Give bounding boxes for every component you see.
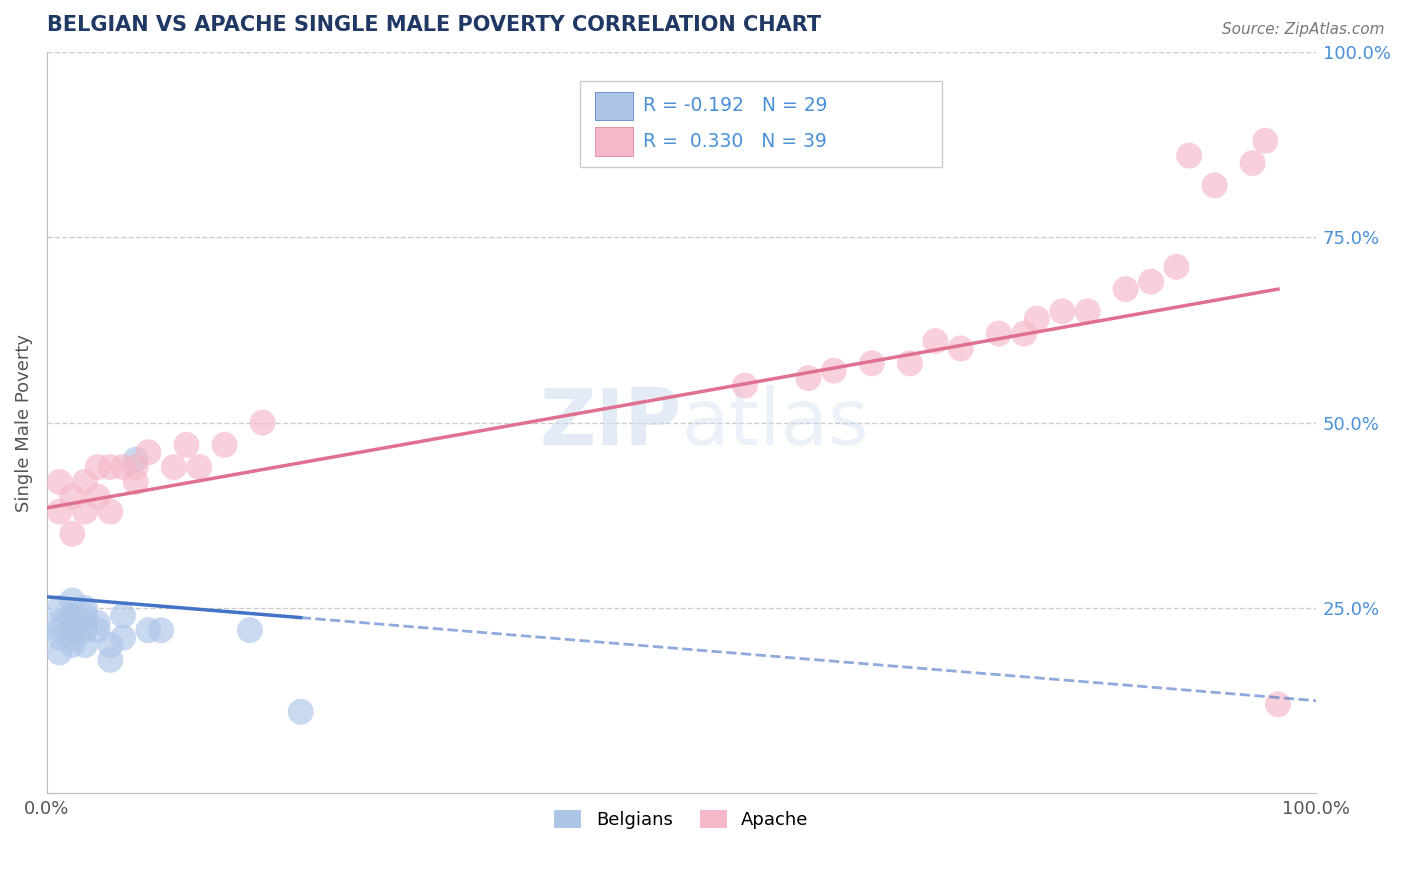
Point xyxy=(138,445,160,459)
Point xyxy=(86,460,108,475)
Point xyxy=(73,601,96,615)
Point xyxy=(60,608,83,623)
Point xyxy=(86,615,108,630)
Point xyxy=(48,615,70,630)
Point xyxy=(138,624,160,638)
Point xyxy=(73,638,96,652)
Point xyxy=(214,438,236,452)
Point xyxy=(1254,134,1277,148)
Bar xyxy=(595,92,633,120)
Point xyxy=(73,608,96,623)
Text: BELGIAN VS APACHE SINGLE MALE POVERTY CORRELATION CHART: BELGIAN VS APACHE SINGLE MALE POVERTY CO… xyxy=(46,15,821,35)
Point xyxy=(1012,326,1035,341)
Point xyxy=(60,638,83,652)
Point xyxy=(924,334,946,348)
Point xyxy=(734,378,756,392)
Point xyxy=(60,624,83,638)
Point xyxy=(987,326,1010,341)
Point xyxy=(125,460,148,475)
Point xyxy=(60,608,83,623)
Y-axis label: Single Male Poverty: Single Male Poverty xyxy=(15,334,32,512)
Point xyxy=(150,624,173,638)
Point xyxy=(98,638,121,652)
Point xyxy=(60,490,83,504)
Point xyxy=(797,371,820,385)
Point xyxy=(73,615,96,630)
Point xyxy=(949,342,972,356)
Point xyxy=(860,356,883,370)
Point xyxy=(239,624,262,638)
Point xyxy=(60,624,83,638)
Point xyxy=(48,645,70,659)
Point xyxy=(1077,304,1099,318)
Point xyxy=(163,460,186,475)
Point xyxy=(86,490,108,504)
Point xyxy=(73,475,96,489)
Point xyxy=(1241,156,1264,170)
Point xyxy=(48,601,70,615)
Point xyxy=(48,505,70,519)
Point xyxy=(823,364,845,378)
Text: Source: ZipAtlas.com: Source: ZipAtlas.com xyxy=(1222,22,1385,37)
Text: R = -0.192   N = 29: R = -0.192 N = 29 xyxy=(644,96,828,115)
Point xyxy=(1204,178,1226,193)
Point xyxy=(112,460,135,475)
Point xyxy=(60,526,83,541)
Legend: Belgians, Apache: Belgians, Apache xyxy=(547,803,815,836)
Point xyxy=(1140,275,1163,289)
Text: ZIP: ZIP xyxy=(540,384,682,460)
Point xyxy=(176,438,198,452)
Point xyxy=(252,416,274,430)
Point xyxy=(290,705,312,719)
Point xyxy=(188,460,211,475)
Point xyxy=(48,631,70,645)
Point xyxy=(125,452,148,467)
Point xyxy=(112,608,135,623)
Point xyxy=(1025,311,1047,326)
Bar xyxy=(595,128,633,155)
Point xyxy=(73,505,96,519)
Point xyxy=(125,475,148,489)
Point xyxy=(1050,304,1073,318)
Point xyxy=(112,631,135,645)
Point xyxy=(60,615,83,630)
Point xyxy=(1267,698,1289,712)
Point xyxy=(98,653,121,667)
Point xyxy=(60,593,83,607)
Point xyxy=(86,624,108,638)
Point xyxy=(1166,260,1188,274)
Point xyxy=(48,475,70,489)
Point xyxy=(60,631,83,645)
Point xyxy=(48,624,70,638)
Point xyxy=(1115,282,1137,296)
Point xyxy=(98,505,121,519)
FancyBboxPatch shape xyxy=(579,81,942,167)
Point xyxy=(1178,148,1201,162)
Text: atlas: atlas xyxy=(682,384,869,460)
Text: R =  0.330   N = 39: R = 0.330 N = 39 xyxy=(644,132,827,151)
Point xyxy=(73,624,96,638)
Point xyxy=(898,356,921,370)
Point xyxy=(98,460,121,475)
